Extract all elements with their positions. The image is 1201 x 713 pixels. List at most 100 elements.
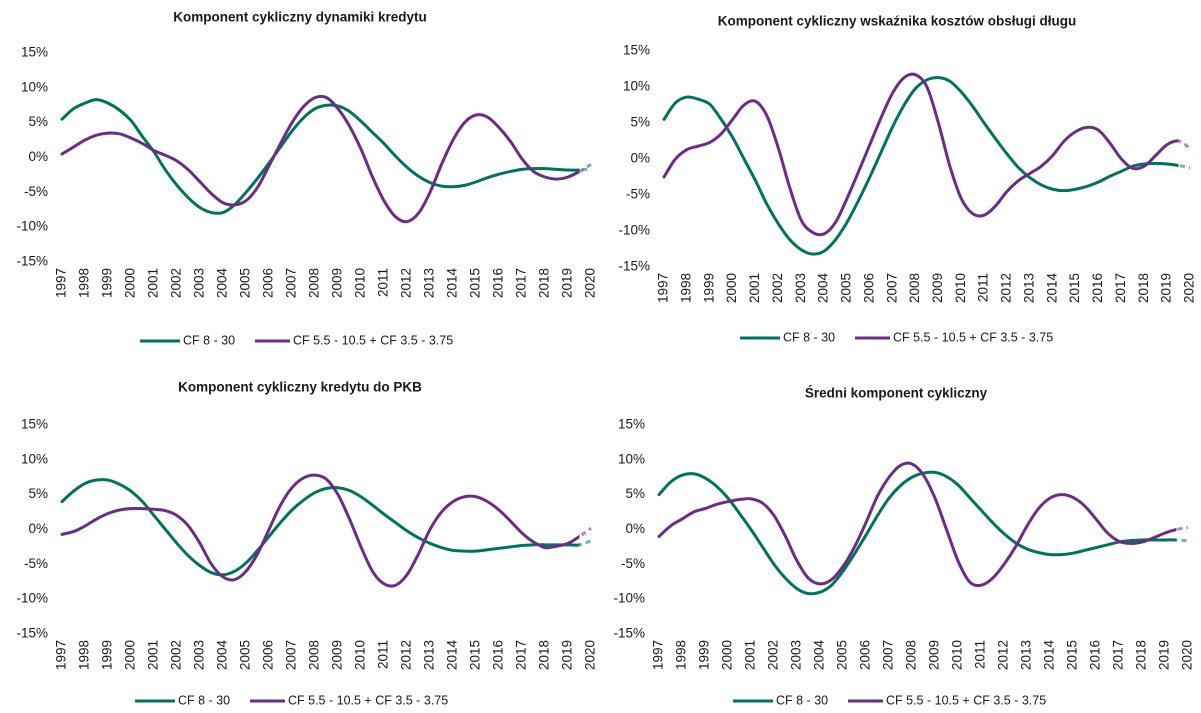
legend-label: CF 5.5 - 10.5 + CF 3.5 - 3.75: [288, 693, 448, 707]
x-tick-label: 2007: [881, 640, 896, 670]
y-tick-label: 15%: [623, 43, 650, 58]
series-line: [662, 76, 1179, 256]
x-tick-label: 2003: [789, 640, 804, 670]
x-tick-label: 2013: [422, 640, 437, 670]
x-tick-label: 2019: [1159, 273, 1174, 303]
y-tick-label: 0%: [28, 521, 48, 536]
x-tick-label: 2001: [743, 640, 758, 670]
x-tick-label: 2012: [399, 640, 414, 670]
x-tick-label: 2003: [793, 273, 808, 303]
y-tick-label: -5%: [24, 556, 48, 571]
x-tick-label: 2019: [1157, 640, 1172, 670]
x-tick-label: 2014: [445, 268, 460, 299]
x-tick-label: 2018: [537, 268, 552, 298]
x-tick-label: 2011: [376, 640, 391, 669]
x-tick-label: 2002: [766, 640, 781, 670]
x-tick-label: 2017: [514, 268, 529, 298]
y-tick-label: -15%: [613, 626, 645, 641]
x-tick-label: 2008: [907, 273, 922, 303]
x-tick-label: 2016: [491, 640, 506, 670]
chart-title: Komponent cykliczny dynamiki kredytu: [173, 10, 427, 25]
y-tick-label: 5%: [28, 114, 48, 129]
x-tick-label: 2011: [973, 640, 988, 669]
legend-label: CF 8 - 30: [183, 333, 235, 347]
x-tick-label: 2001: [146, 640, 161, 670]
x-tick-label: 2007: [884, 273, 899, 303]
x-tick-label: 2014: [1042, 640, 1057, 671]
y-tick-label: 10%: [21, 451, 48, 466]
forecast-line: [579, 167, 592, 172]
x-tick-label: 2011: [976, 273, 991, 302]
x-tick-label: 2010: [950, 640, 965, 670]
series-line: [60, 478, 580, 577]
chart-title: Komponent cykliczny kredytu do PKB: [178, 380, 422, 395]
y-tick-label: -10%: [613, 591, 645, 606]
x-tick-label: 2009: [927, 640, 942, 670]
chart-title: Komponent cykliczny wskaźnika kosztów ob…: [718, 14, 1077, 29]
y-tick-label: -10%: [16, 219, 48, 234]
y-tick-label: -5%: [621, 556, 645, 571]
y-tick-label: 15%: [21, 417, 48, 432]
legend-label: CF 5.5 - 10.5 + CF 3.5 - 3.75: [886, 693, 1046, 707]
x-tick-label: 2012: [996, 640, 1011, 670]
x-tick-label: 1998: [674, 640, 689, 670]
x-tick-label: 2011: [376, 268, 391, 297]
x-tick-label: 2013: [1021, 273, 1036, 303]
x-tick-label: 2003: [192, 268, 207, 298]
y-tick-label: 15%: [618, 417, 645, 432]
x-tick-label: 2004: [816, 273, 831, 304]
forecast-line: [579, 539, 592, 547]
x-tick-label: 2012: [999, 273, 1014, 303]
series-line: [662, 72, 1179, 237]
x-tick-label: 1999: [100, 640, 115, 670]
x-tick-label: 2012: [399, 268, 414, 298]
y-tick-label: -15%: [16, 254, 48, 269]
x-tick-label: 1998: [77, 640, 92, 670]
x-tick-label: 2004: [215, 268, 230, 299]
y-tick-label: 10%: [618, 451, 645, 466]
y-tick-label: 5%: [630, 115, 650, 130]
x-tick-label: 2016: [491, 268, 506, 298]
y-tick-label: -10%: [618, 223, 650, 238]
x-tick-label: 2014: [1044, 273, 1059, 304]
x-tick-label: 2020: [1182, 273, 1197, 303]
x-tick-label: 1997: [656, 273, 671, 303]
x-tick-label: 2010: [953, 273, 968, 303]
x-tick-label: 2014: [445, 640, 460, 671]
y-tick-label: 0%: [630, 151, 650, 166]
y-tick-label: 0%: [625, 521, 645, 536]
y-tick-label: 15%: [21, 45, 48, 60]
chart-title: Średni komponent cykliczny: [805, 386, 988, 401]
x-tick-label: 2005: [238, 640, 253, 670]
legend-label: CF 8 - 30: [776, 693, 828, 707]
x-tick-label: 2015: [1067, 273, 1082, 303]
x-tick-label: 2006: [861, 273, 876, 303]
x-tick-label: 2018: [1136, 273, 1151, 303]
x-tick-label: 2009: [930, 273, 945, 303]
x-tick-label: 2000: [123, 640, 138, 670]
x-tick-label: 2008: [307, 268, 322, 298]
x-tick-label: 2005: [839, 273, 854, 303]
x-tick-label: 1998: [77, 268, 92, 298]
x-tick-label: 2000: [123, 268, 138, 298]
x-tick-label: 2020: [1180, 640, 1195, 670]
series-line: [60, 98, 580, 215]
y-tick-label: -15%: [618, 259, 650, 274]
x-tick-label: 2017: [514, 640, 529, 670]
x-tick-label: 2019: [560, 268, 575, 298]
x-tick-label: 1997: [651, 640, 666, 670]
x-tick-label: 2016: [1088, 640, 1103, 670]
y-tick-label: -5%: [24, 184, 48, 199]
x-tick-label: 2020: [583, 268, 598, 298]
x-tick-label: 2010: [353, 268, 368, 298]
y-tick-label: 5%: [625, 486, 645, 501]
series-line: [60, 473, 580, 588]
x-tick-label: 2006: [858, 640, 873, 670]
legend-label: CF 8 - 30: [783, 330, 835, 344]
series-line: [60, 94, 580, 224]
x-tick-label: 2015: [468, 268, 483, 298]
x-tick-label: 2015: [468, 640, 483, 670]
x-tick-label: 2003: [192, 640, 207, 670]
x-tick-label: 2000: [724, 273, 739, 303]
